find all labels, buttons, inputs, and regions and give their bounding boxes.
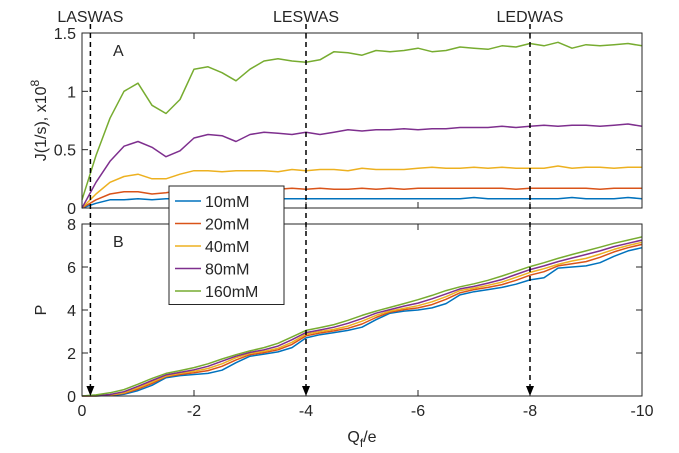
panel-b-ytick-label: 4 xyxy=(67,303,76,320)
panel-b-frame xyxy=(81,223,643,397)
panel-a-label: A xyxy=(113,43,124,60)
legend-label-80mm: 80mM xyxy=(205,262,249,279)
panel-b-xtick-label: -10 xyxy=(630,403,653,420)
panel-b-series-40mm xyxy=(81,241,643,397)
annotation-label: LEDWAS xyxy=(497,9,564,26)
arrows-layer: LASWAS LESWAS LEDWAS xyxy=(57,9,563,396)
annotation-label: LESWAS xyxy=(273,9,339,26)
panel-b-ylabel-text: P xyxy=(33,305,50,316)
panel-a-series-40mm xyxy=(81,165,642,209)
panel-b-xtick-label: 0 xyxy=(78,403,87,420)
legend-label-40mm: 40mM xyxy=(205,239,249,256)
panel-a-ytick-label: 0.5 xyxy=(54,143,76,160)
panel-b-series-20mm xyxy=(82,243,643,397)
panel-a-ylabel-text: J(1/s), x10 xyxy=(33,86,50,161)
panel-b-xtick-label: -8 xyxy=(523,403,537,420)
panel-b-xtick-label: -4 xyxy=(299,403,313,420)
panel-b-label: B xyxy=(113,234,124,251)
panel-a-series-10mm xyxy=(81,196,643,209)
panel-a-ytick-label: 0 xyxy=(67,201,76,218)
panel-b-ytick-label: 6 xyxy=(67,260,76,277)
panel-b-ylabel: P xyxy=(33,305,50,316)
panel-a-series-160mm xyxy=(81,41,643,201)
panel-b-series-10mm xyxy=(82,246,643,397)
annotation-arrow-head xyxy=(86,386,95,396)
panel-b-series-80mm xyxy=(81,239,643,397)
series-layer xyxy=(81,41,643,397)
panel-a-ylabel: J(1/s), x108 xyxy=(28,80,50,162)
panel-b-xlabel-subscript: f xyxy=(360,436,364,450)
panel-a-frame xyxy=(81,32,643,209)
panel-b-series-160mm xyxy=(81,236,643,397)
panel-a-ylabel-exponent: 8 xyxy=(28,80,42,87)
legend-label-160mm: 160mM xyxy=(205,284,258,301)
panel-b-xlabel-text: Q xyxy=(347,429,359,446)
panel-b-ytick-label: 2 xyxy=(67,346,76,363)
annotation-label: LASWAS xyxy=(57,9,123,26)
panel-b-xtick-label: -6 xyxy=(411,403,425,420)
panel-a-ytick-label: 1.5 xyxy=(54,26,76,43)
legend: 10mM 20mM 40mM 80mM 160mM xyxy=(168,185,285,305)
panel-b-ytick-label: 8 xyxy=(67,217,76,234)
legend-label-10mm: 10mM xyxy=(205,194,249,211)
legend-label-20mm: 20mM xyxy=(205,217,249,234)
panel-a-series-80mm xyxy=(81,123,643,209)
panel-b-ytick-label: 0 xyxy=(67,389,76,406)
panel-a-ytick-label: 1 xyxy=(67,84,76,101)
annotation-arrow-head xyxy=(526,386,534,396)
panel-b-xlabel-tail: /e xyxy=(363,429,376,446)
annotation-arrow-head xyxy=(302,386,310,396)
panel-b-xlabel: Qf/e xyxy=(347,429,376,450)
panel-b-xtick-label: -2 xyxy=(187,403,201,420)
